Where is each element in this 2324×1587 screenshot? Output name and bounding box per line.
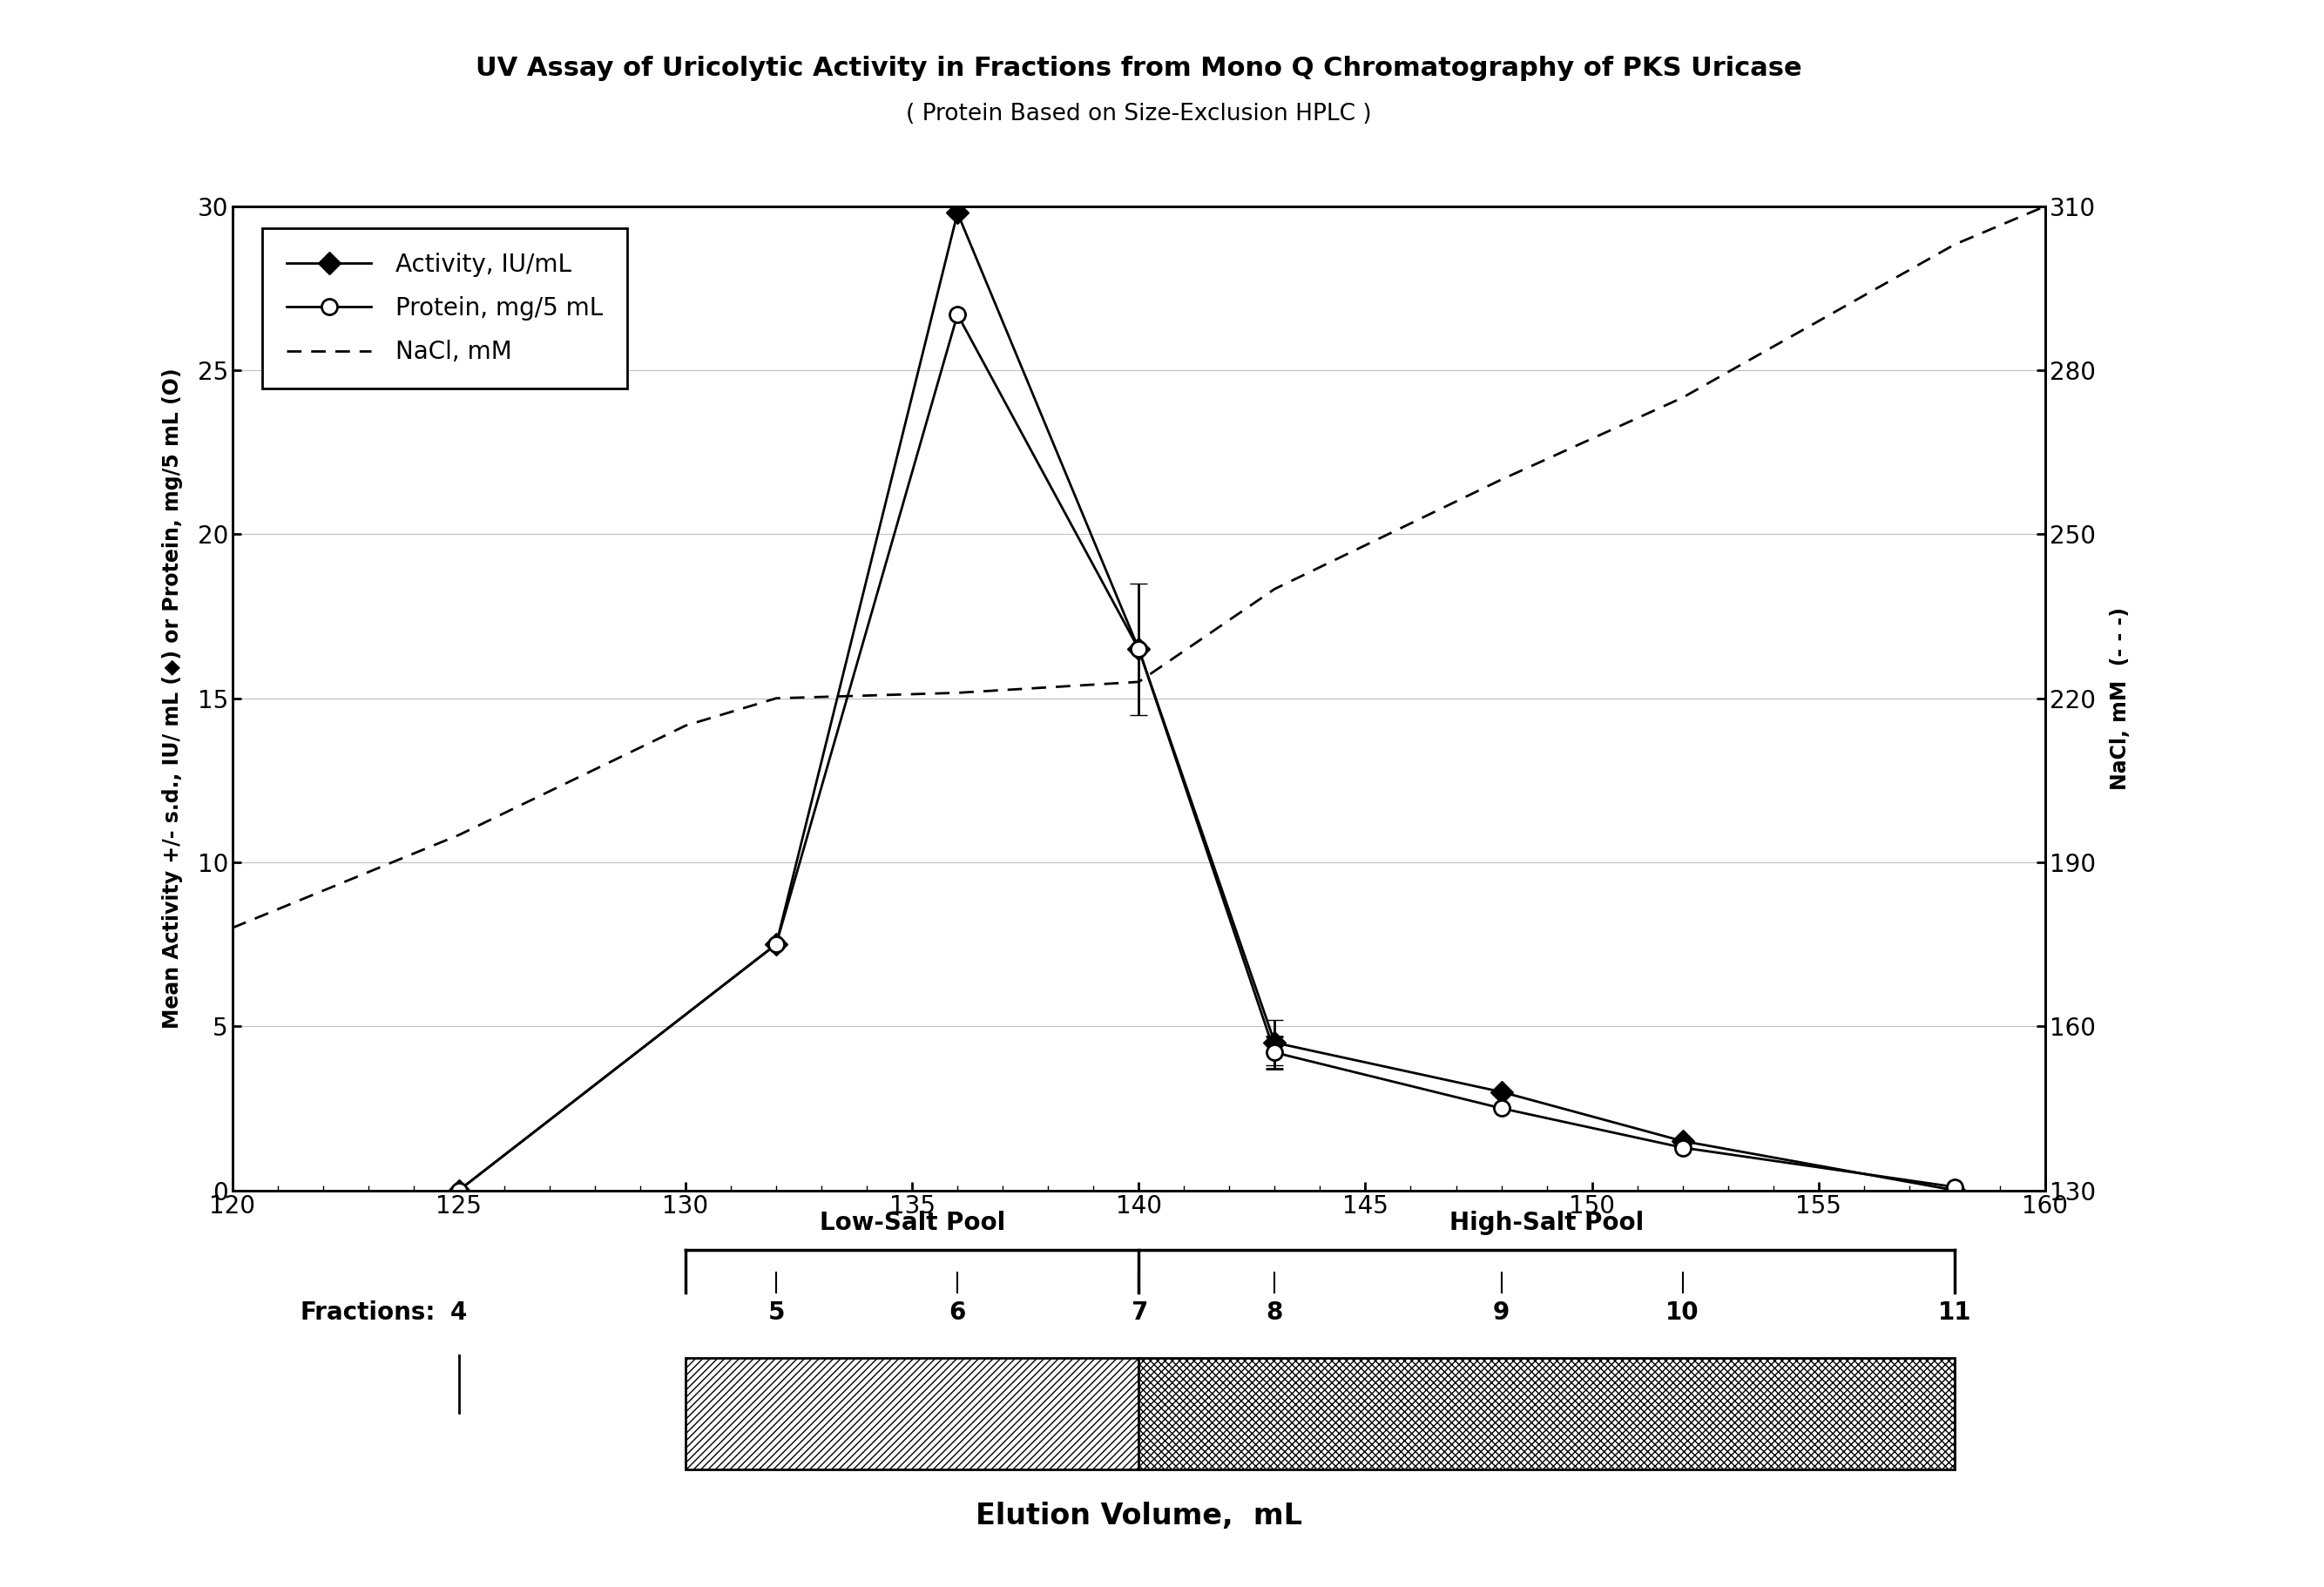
Bar: [686, 1358, 1139, 1470]
Text: 7: 7: [1129, 1300, 1148, 1325]
Text: 8: 8: [1267, 1300, 1283, 1325]
NaCl, mM: [2031, 197, 2059, 216]
Text: 4: 4: [451, 1300, 467, 1325]
Text: UV Assay of Uricolytic Activity in Fractions from Mono Q Chromatography of PKS U: UV Assay of Uricolytic Activity in Fract…: [476, 56, 1801, 81]
NaCl, mM: [1941, 235, 1968, 254]
Text: Fractions:: Fractions:: [300, 1300, 437, 1325]
Y-axis label: NaCl, mM  (- - -): NaCl, mM (- - -): [2110, 606, 2131, 790]
Text: 9: 9: [1492, 1300, 1511, 1325]
Legend: Activity, IU/mL, Protein, mg/5 mL, NaCl, mM: Activity, IU/mL, Protein, mg/5 mL, NaCl,…: [263, 229, 627, 389]
NaCl, mM: [944, 684, 971, 703]
NaCl, mM: [218, 919, 246, 938]
NaCl, mM: [1260, 579, 1287, 598]
Text: 10: 10: [1666, 1300, 1699, 1325]
Text: Low-Salt Pool: Low-Salt Pool: [820, 1211, 1004, 1235]
NaCl, mM: [672, 716, 700, 735]
NaCl, mM: [762, 689, 790, 708]
NaCl, mM: [1669, 389, 1697, 408]
Y-axis label: Mean Activity +/- s.d., IU/ mL (◆) or Protein, mg/5 mL (O): Mean Activity +/- s.d., IU/ mL (◆) or Pr…: [163, 368, 184, 1028]
Text: Elution Volume,  mL: Elution Volume, mL: [976, 1501, 1301, 1530]
Text: ( Protein Based on Size-Exclusion HPLC ): ( Protein Based on Size-Exclusion HPLC ): [906, 103, 1371, 125]
NaCl, mM: [1487, 470, 1515, 489]
Text: 11: 11: [1938, 1300, 1971, 1325]
Line: NaCl, mM: NaCl, mM: [232, 206, 2045, 928]
Text: 5: 5: [767, 1300, 786, 1325]
Bar: [1139, 1358, 1954, 1470]
Text: 6: 6: [948, 1300, 967, 1325]
NaCl, mM: [1125, 673, 1153, 692]
NaCl, mM: [446, 825, 474, 844]
Text: High-Salt Pool: High-Salt Pool: [1450, 1211, 1643, 1235]
